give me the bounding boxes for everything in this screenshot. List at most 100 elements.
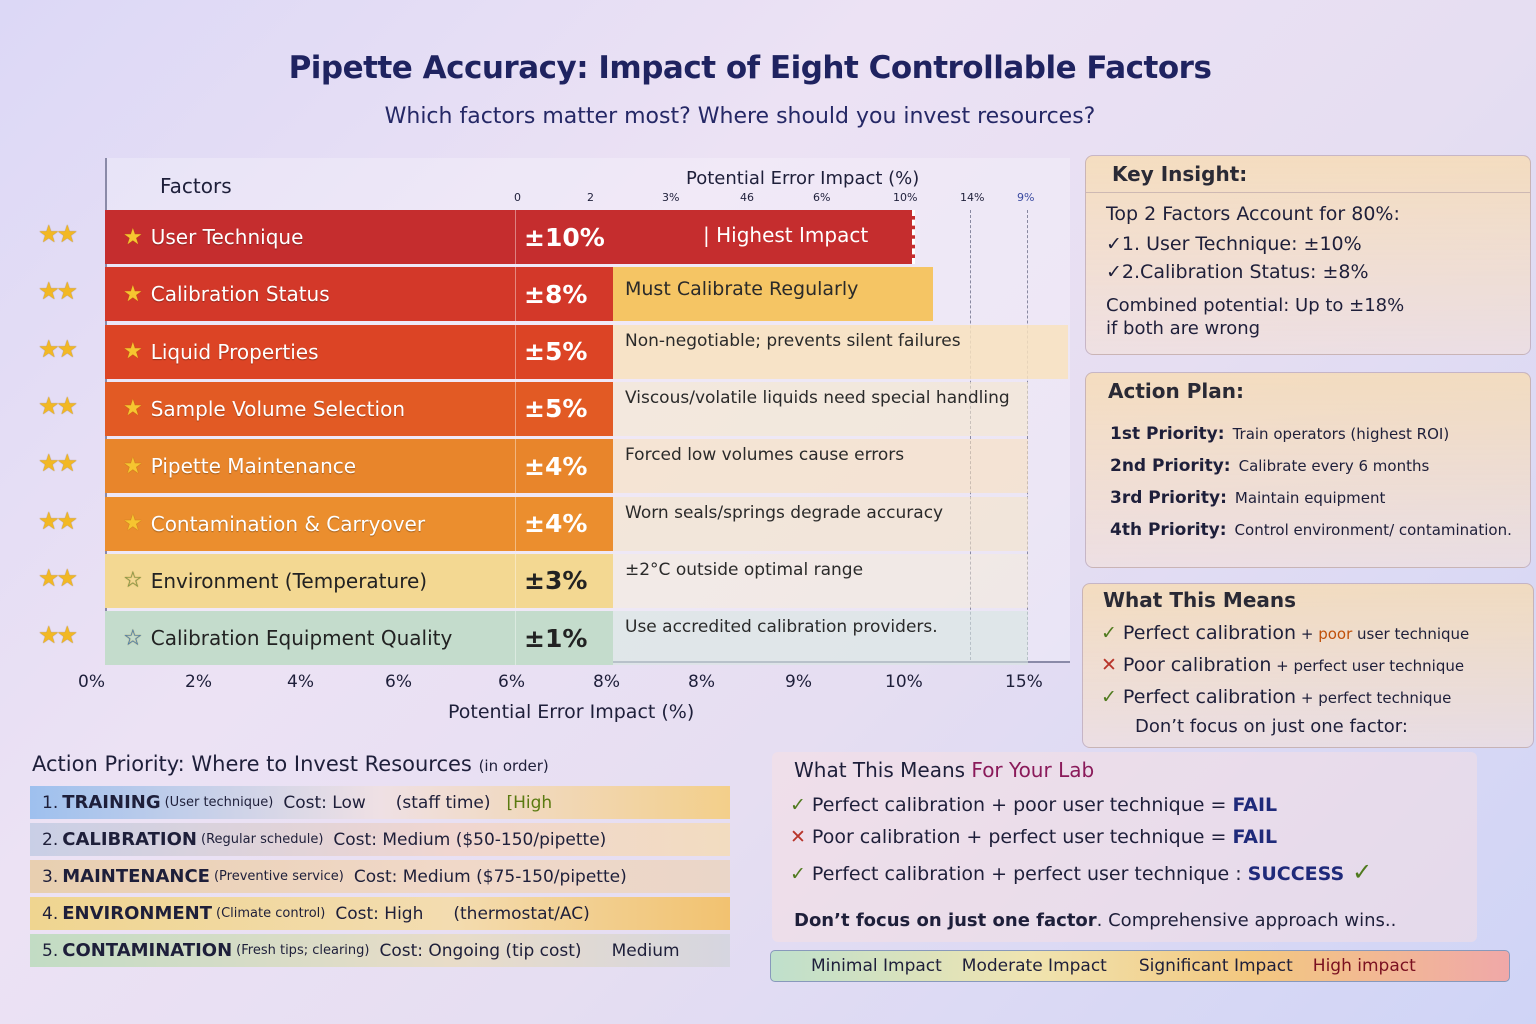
factor-value: ±8% <box>515 267 613 322</box>
priority-name: CALIBRATION <box>62 829 197 850</box>
means-item: ✓ Perfect calibration + poor user techniq… <box>1101 622 1469 644</box>
top-tick-label: 0 <box>514 191 521 204</box>
what-this-means-panel: What This Means ✓ Perfect calibration + p… <box>1082 583 1534 748</box>
check-icon: ✓ <box>1101 686 1117 708</box>
star-icon: ★ <box>123 281 143 307</box>
bar-row-7: ☆ Calibration Equipment Quality ±1% Use acc… <box>105 611 1028 666</box>
priority-title-small: (in order) <box>478 757 549 775</box>
factor-value: ±3% <box>515 553 613 608</box>
importance-stars: ★★ <box>38 621 78 650</box>
bottom-tick-label: 6% <box>498 672 525 692</box>
means-d: perfect technique <box>1318 689 1452 707</box>
bottom-tick-label: 15% <box>1005 672 1043 692</box>
factor-note: Use accredited calibration providers. <box>613 611 1028 666</box>
check-icon: ✓ <box>1101 622 1117 644</box>
priority-text: Calibrate every 6 months <box>1238 457 1430 475</box>
lab-footer-bold: Don’t focus on just one factor <box>794 910 1097 931</box>
priority-extra: Medium <box>611 940 680 961</box>
key-insight-item: ✓2.Calibration Status: ±8% <box>1106 261 1369 283</box>
lab-panel: What This Means For Your Lab ✓ Perfect ca… <box>772 752 1477 942</box>
page-subtitle: Which factors matter most? Where should … <box>384 104 1096 129</box>
lab-item-result: FAIL <box>1232 794 1278 816</box>
means-a: Perfect calibration <box>1122 686 1297 708</box>
lab-item-result: FAIL <box>1232 826 1278 848</box>
factor-name: Sample Volume Selection <box>150 396 405 421</box>
factor-value: ±10% <box>515 210 610 264</box>
factor-label: ★ Contamination & Carryover <box>105 497 515 551</box>
priority-extra: (staff time) <box>395 792 491 813</box>
star-icon: ★ <box>123 224 143 250</box>
priority-label: 2nd Priority: <box>1110 456 1231 476</box>
lab-item-text: Perfect calibration + poor user techniqu… <box>811 794 1233 816</box>
key-insight-heading: Top 2 Factors Account for 80%: <box>1106 203 1400 225</box>
cross-icon: ✕ <box>790 826 806 848</box>
lab-item-text: Poor calibration + perfect user techniqu… <box>811 826 1233 848</box>
means-a: Poor calibration <box>1122 654 1272 676</box>
means-item: ✓ Perfect calibration + perfect technique <box>1101 686 1451 708</box>
lab-item: ✓ Perfect calibration + perfect user tech… <box>790 858 1372 886</box>
bottom-tick-label: 4% <box>287 672 314 692</box>
lab-title-accent: For Your Lab <box>971 758 1095 782</box>
priority-cost: Cost: Medium ($50-150/pipette) <box>333 829 607 850</box>
priority-num: 3. <box>42 866 59 887</box>
factor-note: Worn seals/springs degrade accuracy <box>613 496 1028 551</box>
priority-name: TRAINING <box>62 792 161 813</box>
factor-value: ±1% <box>515 611 613 666</box>
bottom-tick-label: 8% <box>688 672 715 692</box>
action-plan-title: Action Plan: <box>1108 379 1244 403</box>
factor-note: Forced low volumes cause errors <box>613 439 1028 494</box>
page-title: Pipette Accuracy: Impact of Eight Contro… <box>288 50 1212 86</box>
factor-value: ±5% <box>515 381 613 436</box>
importance-stars: ★★ <box>38 277 78 306</box>
factor-note: Non-negotiable; prevents silent failures <box>613 324 1068 379</box>
top-tick-label: 6% <box>813 191 831 204</box>
star-icon: ★ <box>123 339 143 365</box>
priority-sub: (Fresh tips; clearing) <box>236 943 370 958</box>
top-tick-label: 46 <box>740 191 754 204</box>
priority-extra: (thermostat/AC) <box>453 903 590 924</box>
priority-label: 3rd Priority: <box>1110 488 1227 508</box>
bar-row-0: ★ User Technique ±10% | Highest Impact <box>105 210 915 264</box>
factor-value: ±5% <box>515 324 613 379</box>
factor-name: Pipette Maintenance <box>150 454 357 479</box>
legend-minimal: Minimal Impact <box>811 956 942 976</box>
priority-num: 1. <box>42 792 59 813</box>
star-icon: ★ <box>123 453 143 479</box>
factor-label: ☆ Environment (Temperature) <box>105 554 515 608</box>
factor-note: Viscous/volatile liquids need special ha… <box>613 381 1028 436</box>
cross-icon: ✕ <box>1101 654 1117 676</box>
what-this-means-title: What This Means <box>1103 588 1297 612</box>
bar-row-4: ★ Pipette Maintenance ±4% Forced low volume… <box>105 439 1028 494</box>
factor-label: ★ Liquid Properties <box>105 325 515 379</box>
key-insight-title: Key Insight: <box>1086 156 1530 193</box>
check-icon: ✓ <box>790 863 806 885</box>
importance-stars: ★★ <box>38 391 78 420</box>
factor-label: ★ Sample Volume Selection <box>105 382 515 436</box>
priority-row: 2. CALIBRATION (Regular schedule) Cost: Med… <box>30 823 730 856</box>
priority-sub: (User technique) <box>164 795 274 810</box>
priority-tag: [High <box>506 792 553 813</box>
priority-text: Control environment/ contamination. <box>1234 521 1512 539</box>
priority-sub: (Climate control) <box>216 906 326 921</box>
top-axis-title: Potential Error Impact (%) <box>686 168 920 189</box>
top-tick-label: 2 <box>587 191 594 204</box>
priority-name: CONTAMINATION <box>62 940 233 961</box>
factor-name: Liquid Properties <box>150 339 319 364</box>
top-tick-label: 10% <box>893 191 918 204</box>
priority-row: 1. TRAINING (User technique) Cost: Low (staf… <box>30 786 730 819</box>
lab-title: What This Means For Your Lab <box>794 758 1094 782</box>
bottom-tick-label: 0% <box>78 672 105 692</box>
priority-row: 4. ENVIRONMENT (Climate control) Cost: High… <box>30 897 730 930</box>
factor-note: | Highest Impact <box>703 223 869 247</box>
bottom-tick-label: 9% <box>785 672 812 692</box>
importance-stars: ★★ <box>38 563 78 592</box>
key-insight-panel: Key Insight: Top 2 Factors Account for 8… <box>1085 155 1531 355</box>
importance-stars: ★★ <box>38 220 78 248</box>
priority-name: ENVIRONMENT <box>62 903 212 924</box>
impact-legend: Minimal Impact Moderate Impact Significa… <box>770 950 1510 982</box>
priority-text: Train operators (highest ROI) <box>1232 425 1450 443</box>
legend-significant: Significant Impact <box>1138 956 1293 976</box>
priority-sub: (Regular schedule) <box>201 832 324 847</box>
bar-row-1: ★ Calibration Status ±8% Must Calibrate Reg… <box>105 267 933 322</box>
factor-name: Calibration Status <box>150 282 330 307</box>
